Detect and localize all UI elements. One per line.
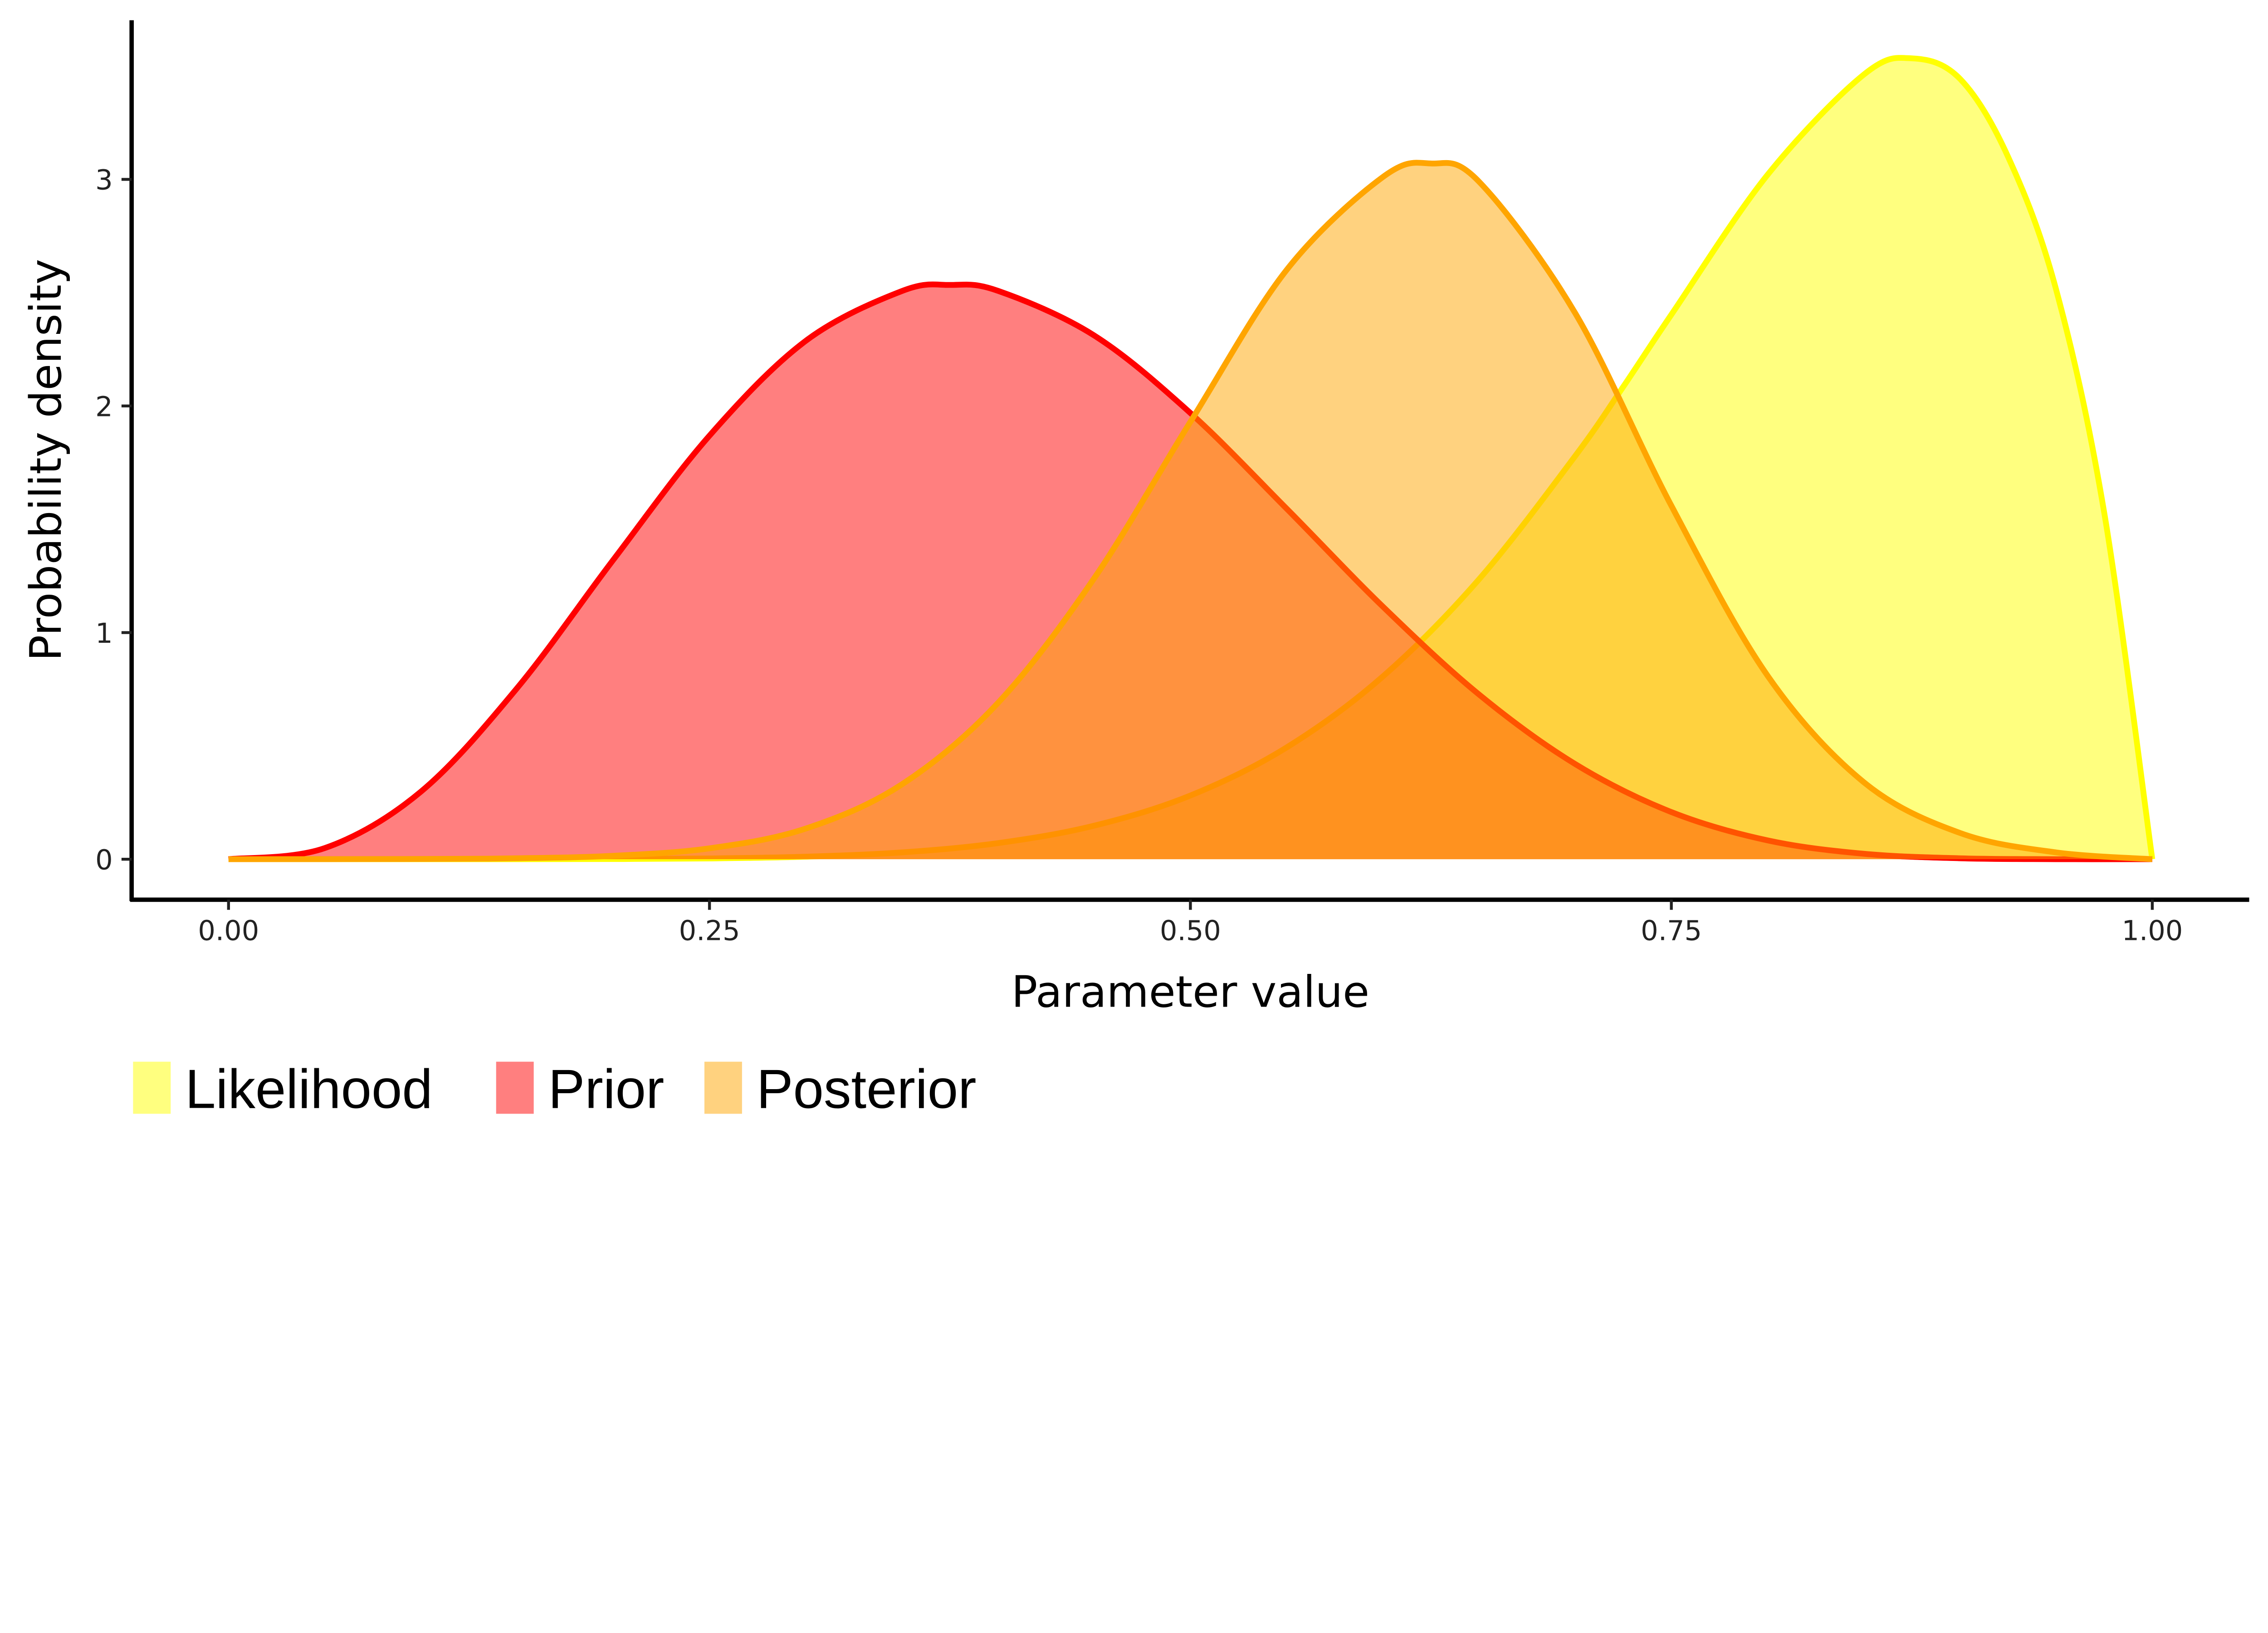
- y-axis-title: Probability density: [20, 259, 71, 661]
- y-ticks: 0 1 2 3: [95, 165, 132, 876]
- x-ticks: 0.00 0.25 0.50 0.75 1.00: [198, 900, 2183, 947]
- x-tick-label: 0.75: [1641, 915, 1702, 947]
- x-tick-label: 0.00: [198, 915, 259, 947]
- legend-key-posterior: [704, 1061, 742, 1114]
- x-tick-label: 1.00: [2121, 915, 2183, 947]
- x-tick-label: 0.25: [679, 915, 740, 947]
- density-chart: 0 1 2 3 0.00 0.25 0.50 0.75 1.00 Parameter valu…: [20, 20, 2249, 1120]
- x-tick-label: 0.50: [1160, 915, 1221, 947]
- y-tick-label: 0: [95, 844, 113, 876]
- x-axis-title: Parameter value: [1012, 966, 1369, 1017]
- legend-label-posterior: Posterior: [757, 1058, 977, 1120]
- y-tick-label: 1: [95, 618, 113, 650]
- legend-label-prior: Prior: [548, 1058, 665, 1120]
- plot-area: [228, 55, 2156, 862]
- legend-label-likelihood: Likelihood: [185, 1058, 433, 1120]
- y-tick-label: 3: [95, 165, 113, 196]
- y-tick-label: 2: [95, 391, 113, 423]
- legend: Likelihood Prior Posterior: [133, 1058, 977, 1120]
- posterior-area: [228, 162, 2152, 860]
- legend-key-likelihood: [133, 1061, 171, 1114]
- legend-key-prior: [496, 1061, 534, 1114]
- posterior-line: [228, 160, 2153, 862]
